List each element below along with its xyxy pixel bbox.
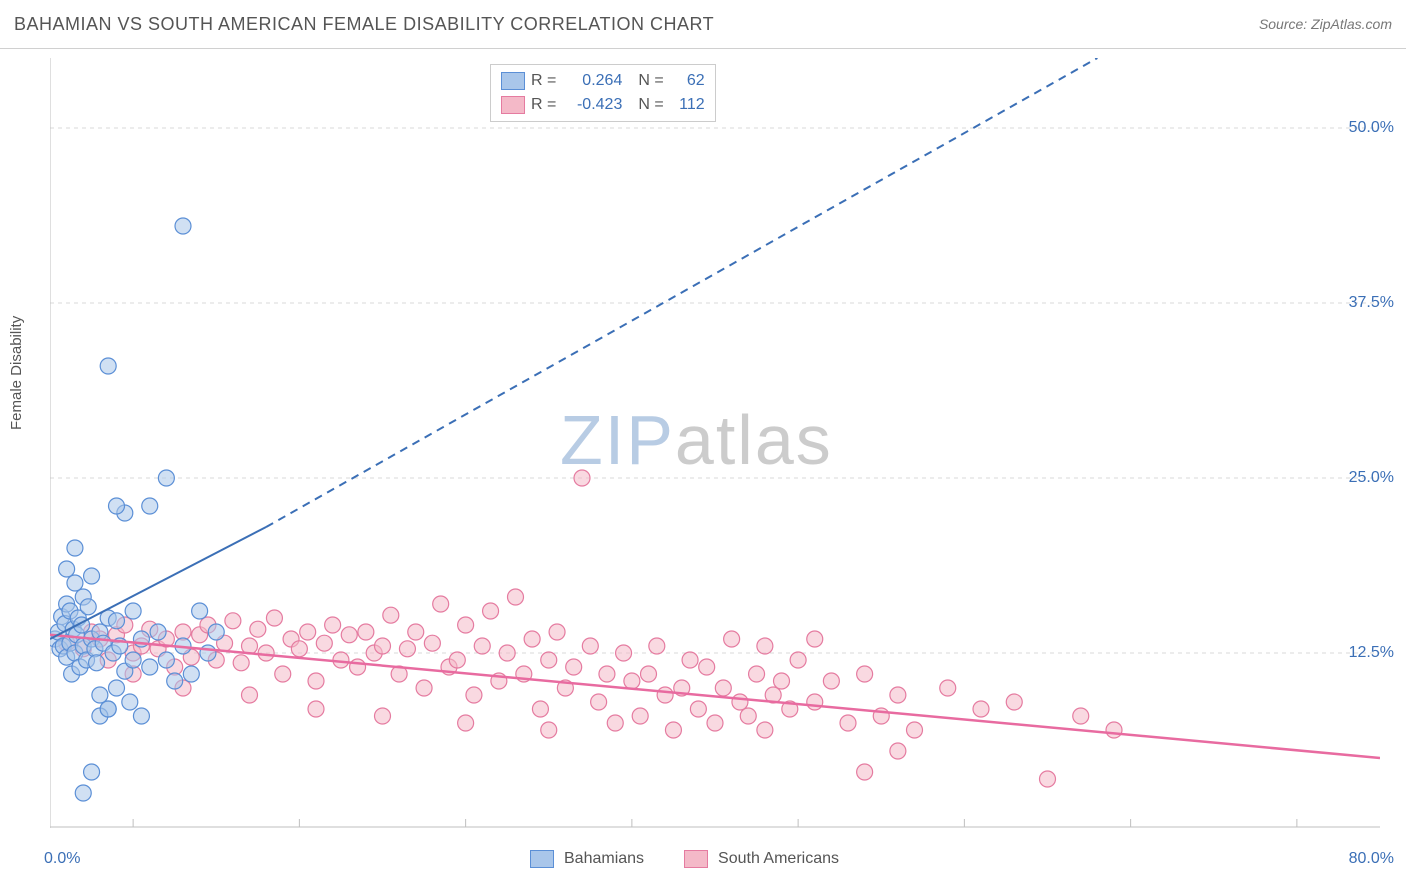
bahamians-label: Bahamians — [564, 850, 644, 868]
chart-title: BAHAMIAN VS SOUTH AMERICAN FEMALE DISABI… — [14, 14, 714, 35]
chart-source: Source: ZipAtlas.com — [1259, 16, 1392, 32]
y-tick-label: 37.5% — [1349, 294, 1394, 312]
south-americans-swatch — [684, 850, 708, 868]
y-axis-label: Female Disability — [8, 316, 25, 430]
x-axis-min-label: 0.0% — [44, 850, 80, 868]
correlation-legend: R =0.264N =62R =-0.423N =112 — [490, 64, 716, 122]
scatter-plot — [50, 58, 1380, 828]
y-tick-label: 50.0% — [1349, 119, 1394, 137]
y-tick-label: 25.0% — [1349, 469, 1394, 487]
chart-header: BAHAMIAN VS SOUTH AMERICAN FEMALE DISABI… — [0, 0, 1406, 49]
south-americans-label: South Americans — [718, 850, 839, 868]
y-tick-label: 12.5% — [1349, 644, 1394, 662]
series-legend: Bahamians South Americans — [530, 850, 839, 868]
x-axis-max-label: 80.0% — [1349, 850, 1394, 868]
bahamians-swatch — [530, 850, 554, 868]
